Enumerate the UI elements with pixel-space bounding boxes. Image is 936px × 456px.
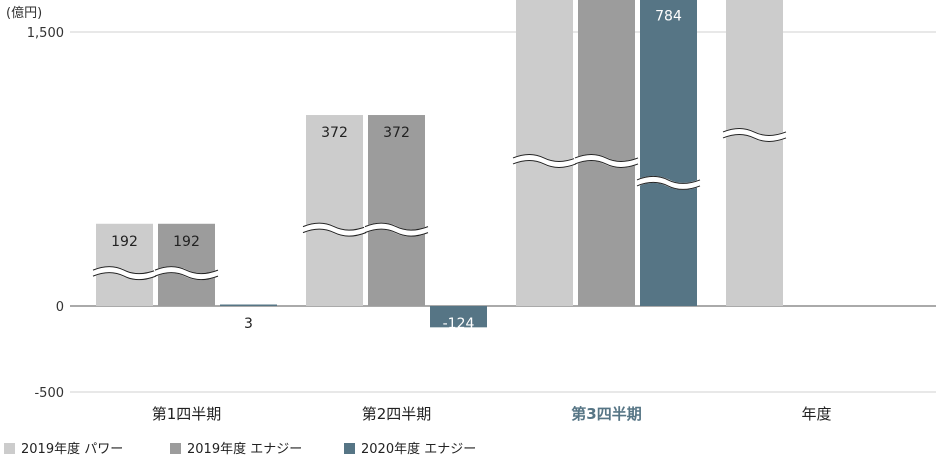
bar: [516, 0, 573, 306]
axis-break-line: [722, 127, 787, 136]
axis-break-line: [364, 222, 429, 231]
axis-break-line: [154, 272, 219, 281]
chart-bars: [91, 0, 788, 328]
axis-break-band: [721, 127, 788, 142]
chart-x-axis: 第1四半期 第2四半期 第3四半期 年度: [152, 405, 832, 423]
y-tick-label: 1,500: [27, 26, 64, 41]
bar: [578, 0, 635, 306]
bar-value-label: 784: [655, 8, 682, 24]
axis-break-line: [574, 159, 639, 168]
axis-break-band: [91, 266, 158, 281]
bar: [220, 304, 277, 306]
axis-break-band: [153, 266, 220, 281]
y-tick-label: 0: [56, 300, 64, 315]
bar-value-label: 372: [383, 125, 410, 141]
bar: [158, 223, 215, 306]
bar-value-label: -124: [443, 316, 475, 332]
legend-label: 2019年度 エナジー: [187, 441, 302, 456]
bar: [96, 223, 153, 306]
legend-swatch: [344, 443, 355, 454]
axis-break-line: [722, 133, 787, 142]
y-axis-unit-label: (億円): [6, 5, 42, 21]
legend-swatch: [4, 443, 15, 454]
axis-break-band: [635, 175, 702, 190]
axis-break-band: [363, 222, 430, 237]
axis-break-line: [302, 228, 367, 237]
axis-break-line: [574, 153, 639, 162]
y-tick-label: -500: [34, 386, 64, 401]
bar: [640, 0, 697, 306]
bar-value-label: 192: [173, 234, 200, 250]
axis-break-line: [512, 153, 577, 162]
bar: [726, 0, 783, 306]
x-category-label: 第1四半期: [152, 405, 222, 423]
axis-break-line: [92, 272, 157, 281]
legend-label: 2019年度 パワー: [21, 441, 123, 456]
chart-legend: 2019年度 パワー 2019年度 エナジー 2020年度 エナジー: [4, 441, 476, 456]
axis-break-band: [511, 153, 578, 168]
axis-break-line: [512, 159, 577, 168]
axis-break-line: [302, 222, 367, 231]
bar: [430, 306, 487, 328]
axis-break-line: [154, 266, 219, 275]
axis-break-line: [636, 175, 701, 184]
axis-break-line: [92, 266, 157, 275]
legend-swatch: [170, 443, 181, 454]
x-category-label: 年度: [801, 405, 831, 423]
legend-label: 2020年度 エナジー: [361, 441, 476, 456]
bar: [368, 115, 425, 306]
axis-break-line: [364, 228, 429, 237]
bar-value-label: 3: [244, 316, 253, 332]
x-category-label: 第3四半期: [571, 405, 641, 423]
x-category-label: 第2四半期: [362, 405, 432, 423]
bar-value-label: 192: [111, 234, 138, 250]
axis-break-band: [301, 222, 368, 237]
axis-break-line: [636, 181, 701, 190]
chart-grid: 1,500 0 -500: [27, 26, 936, 401]
bar-value-label: 372: [321, 125, 348, 141]
bar: [306, 115, 363, 306]
axis-break-band: [573, 153, 640, 168]
